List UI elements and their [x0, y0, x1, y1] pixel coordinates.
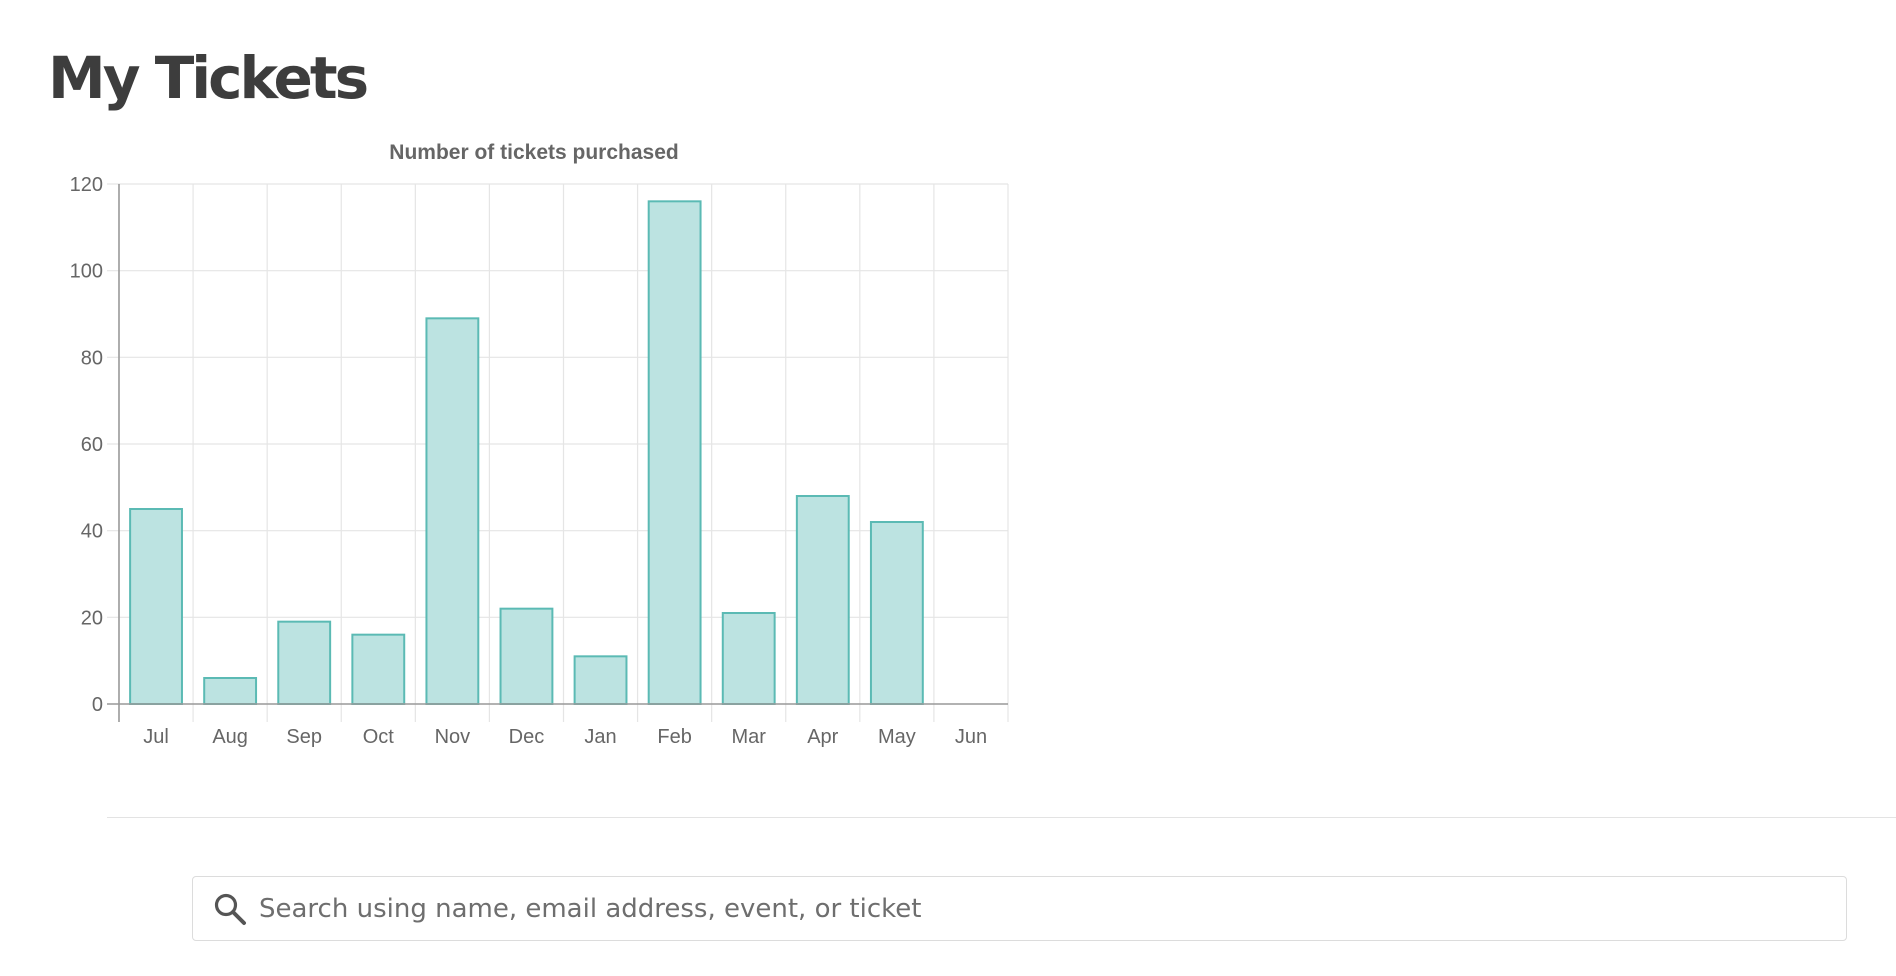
bar-nov[interactable]: [425, 317, 480, 705]
bar-jul[interactable]: [129, 508, 183, 705]
search-icon: [213, 892, 247, 926]
tickets-bar-chart: Number of tickets purchased 0 20 40 60 80 100…: [70, 141, 1009, 748]
x-tick-label: Mar: [731, 726, 766, 748]
x-tick-label: Apr: [807, 726, 838, 748]
chart-y-ticks: 0 20 40 60 80 100 120: [70, 174, 103, 716]
bar-feb[interactable]: [647, 200, 702, 705]
x-tick-label: Dec: [509, 726, 545, 748]
x-tick-label: Nov: [435, 726, 471, 748]
x-tick-label: Jan: [584, 726, 616, 748]
x-tick-label: Aug: [212, 726, 248, 748]
y-tick-label: 80: [81, 347, 103, 369]
bar-dec[interactable]: [499, 607, 554, 706]
chart-bars: [129, 200, 924, 706]
bar-aug[interactable]: [203, 677, 258, 705]
bar-may[interactable]: [869, 521, 924, 705]
x-tick-label: May: [878, 726, 916, 748]
y-tick-label: 120: [70, 174, 103, 196]
page-title: My Tickets: [48, 44, 369, 112]
x-tick-label: Sep: [286, 726, 322, 748]
y-tick-label: 100: [70, 261, 103, 283]
bar-apr[interactable]: [795, 495, 850, 705]
chart-title: Number of tickets purchased: [389, 141, 678, 164]
x-tick-label: Feb: [657, 726, 691, 748]
y-tick-label: 60: [81, 434, 103, 456]
y-tick-label: 20: [81, 607, 103, 629]
x-tick-label: Oct: [363, 726, 395, 748]
search-bar[interactable]: [192, 876, 1847, 941]
x-tick-label: Jun: [955, 726, 987, 748]
x-tick-label: Jul: [143, 726, 169, 748]
y-tick-label: 40: [81, 521, 103, 543]
bar-jan[interactable]: [573, 655, 628, 705]
bar-oct[interactable]: [351, 633, 406, 706]
chart-x-ticks: Jul Aug Sep Oct Nov Dec Jan Feb Mar Apr May Jun: [143, 726, 987, 748]
section-divider: [107, 817, 1896, 818]
bar-mar[interactable]: [721, 612, 776, 705]
search-input[interactable]: [259, 877, 1846, 940]
bar-sep[interactable]: [277, 620, 332, 706]
y-tick-label: 0: [92, 694, 103, 716]
chart-axes: [107, 184, 1008, 722]
